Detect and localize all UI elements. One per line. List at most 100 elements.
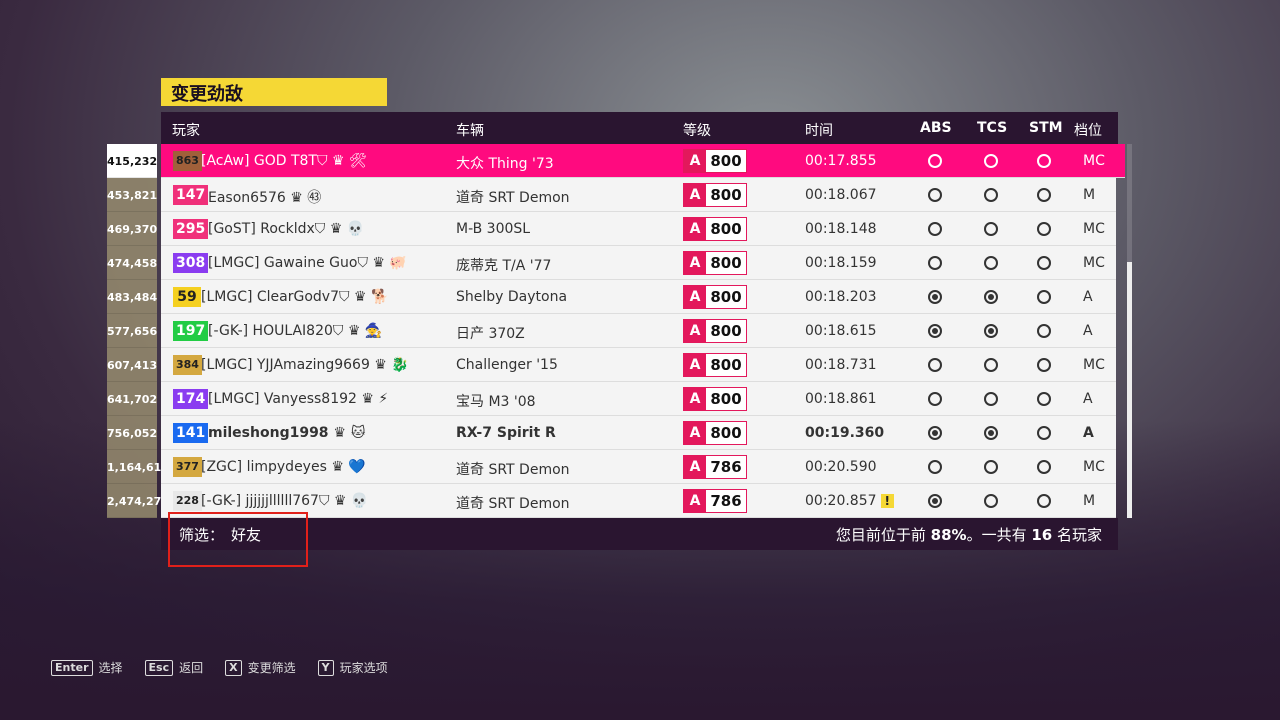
rank: 607,413	[107, 348, 157, 382]
lap-time: 00:18.615	[805, 323, 877, 339]
hint-back[interactable]: Esc 返回	[144, 659, 204, 676]
badge-icon: 🐉	[391, 357, 409, 373]
class-badge: A 800	[683, 149, 747, 173]
player-label: [LMGC] Gawaine Guo⛉ ♛	[208, 255, 385, 271]
class-letter: A	[684, 252, 706, 274]
pi-value: 800	[710, 152, 742, 170]
class-badge: A 800	[683, 421, 747, 445]
time-value: 00:20.857	[805, 493, 877, 509]
pi-value: 786	[710, 458, 742, 476]
tcs-indicator	[984, 154, 998, 168]
player-label: Eason6576 ♛	[208, 190, 303, 206]
button-hints: Enter 选择 Esc 返回 X 变更筛选 Y 玩家选项	[51, 659, 388, 676]
level-badge: 863	[173, 151, 202, 171]
abs-indicator	[928, 324, 942, 338]
player-name: mileshong1998 ♛ 🐱	[208, 425, 365, 441]
hint-label: 变更筛选	[247, 661, 296, 675]
table-row[interactable]: 59 [LMGC] ClearGodv7⛉ ♛ 🐕 Shelby Daytona…	[161, 280, 1116, 314]
car-name: 道奇 SRT Demon	[456, 190, 570, 206]
class-letter: A	[684, 150, 706, 172]
time-value: 00:19.360	[805, 425, 885, 441]
hint-change-filter[interactable]: X 变更筛选	[225, 659, 296, 676]
scrollbar[interactable]	[1127, 144, 1132, 518]
table-row[interactable]: 228 [-GK-] jjjjjjllllll767⛉ ♛ 💀 道奇 SRT D…	[161, 484, 1116, 518]
car-name: 道奇 SRT Demon	[456, 496, 570, 512]
class-letter: A	[684, 184, 706, 206]
table-row[interactable]: 384 [LMGC] YJJAmazing9669 ♛ 🐉 Challenger…	[161, 348, 1116, 382]
badge-icon: 💀	[346, 221, 365, 237]
level-badge: 295	[173, 219, 209, 239]
abs-indicator	[928, 290, 942, 304]
lap-time: 00:20.857!	[805, 493, 895, 509]
rank: 641,702	[107, 382, 157, 416]
rank-summary: 您目前位于前 88%。一共有 16 名玩家	[836, 524, 1102, 545]
esc-key-icon: Esc	[144, 659, 174, 676]
gear: MC	[1083, 153, 1105, 169]
filter-label: 筛选：	[179, 526, 225, 544]
lap-time: 00:18.148	[805, 221, 877, 237]
abs-indicator	[928, 256, 942, 270]
player-name: [LMGC] Gawaine Guo⛉ ♛ 🐖	[208, 255, 407, 271]
player-count: 16	[1031, 526, 1053, 544]
car-name: RX-7 Spirit R	[456, 425, 556, 441]
stm-indicator	[1037, 154, 1051, 168]
pi-value: 800	[710, 356, 742, 374]
badge-icon: 💙	[348, 459, 366, 475]
lap-time: 00:19.360	[805, 425, 884, 441]
class-letter: A	[684, 388, 706, 410]
class-badge: A 786	[683, 489, 747, 513]
stm-indicator	[1037, 494, 1051, 508]
hint-label: 返回	[179, 661, 204, 675]
lap-time: 00:18.203	[805, 289, 877, 305]
player-label: [LMGC] ClearGodv7⛉ ♛	[201, 289, 367, 305]
table-row[interactable]: 308 [LMGC] Gawaine Guo⛉ ♛ 🐖 庞蒂克 T/A '77 …	[161, 246, 1116, 280]
col-player: 玩家	[172, 123, 200, 139]
time-value: 00:17.855	[805, 153, 877, 169]
badge-icon: 🐖	[389, 255, 407, 271]
time-value: 00:18.148	[805, 221, 877, 237]
player-name: [LMGC] ClearGodv7⛉ ♛ 🐕	[201, 289, 388, 305]
highlight-box	[168, 512, 308, 567]
table-row[interactable]: 147 Eason6576 ♛ ㊸ 道奇 SRT Demon A 800 00:1…	[161, 178, 1116, 212]
time-value: 00:20.590	[805, 459, 877, 475]
hint-select[interactable]: Enter 选择	[51, 659, 123, 676]
page-title: 变更劲敌	[161, 78, 387, 106]
hint-player-options[interactable]: Y 玩家选项	[317, 659, 388, 676]
table-row[interactable]: 141 mileshong1998 ♛ 🐱 RX-7 Spirit R A 800…	[161, 416, 1116, 450]
table-row[interactable]: 863 [AcAw] GOD T8T⛉ ♛ 🛠 大众 Thing '73 A 80…	[161, 144, 1125, 178]
col-abs: ABS	[920, 120, 952, 136]
table-row[interactable]: 197 [-GK-] HOULAI820⛉ ♛ 🧙 日产 370Z A 800 0…	[161, 314, 1116, 348]
player-label: [LMGC] Vanyess8192 ♛	[208, 391, 374, 407]
filter-value[interactable]: 好友	[231, 526, 262, 544]
gear: MC	[1083, 255, 1105, 271]
level-badge: 377	[173, 457, 202, 477]
class-badge: A 800	[683, 387, 747, 411]
x-key-icon: X	[225, 659, 242, 676]
stm-indicator	[1037, 460, 1051, 474]
badge-icon: 🐱	[350, 425, 366, 441]
level-badge: 141	[173, 423, 209, 443]
gear: M	[1083, 187, 1096, 203]
scrollbar-thumb[interactable]	[1127, 262, 1132, 518]
badge-icon: ㊸	[307, 190, 322, 206]
player-name: [-GK-] HOULAI820⛉ ♛ 🧙	[208, 323, 382, 339]
table-footer: 筛选： 好友 您目前位于前 88%。一共有 16 名玩家	[161, 518, 1118, 550]
status-mid: 。一共有	[966, 526, 1032, 544]
gear: MC	[1083, 221, 1105, 237]
abs-indicator	[928, 154, 942, 168]
gear: M	[1083, 493, 1096, 509]
table-row[interactable]: 295 [GoST] Rockldx⛉ ♛ 💀 M-B 300SL A 800 0…	[161, 212, 1116, 246]
table-row[interactable]: 174 [LMGC] Vanyess8192 ♛ ⚡ 宝马 M3 '08 A 80…	[161, 382, 1116, 416]
rank: 415,232	[107, 144, 157, 178]
class-letter: A	[684, 286, 706, 308]
car-name: 宝马 M3 '08	[456, 394, 536, 410]
rank: 577,656	[107, 314, 157, 348]
player-label: [GoST] Rockldx⛉ ♛	[208, 221, 343, 237]
lap-time: 00:18.731	[805, 357, 877, 373]
gear: A	[1083, 425, 1094, 441]
stm-indicator	[1037, 222, 1051, 236]
tcs-indicator	[984, 290, 998, 304]
player-label: [LMGC] YJJAmazing9669 ♛	[201, 357, 387, 373]
rank: 2,474,274	[107, 484, 169, 518]
